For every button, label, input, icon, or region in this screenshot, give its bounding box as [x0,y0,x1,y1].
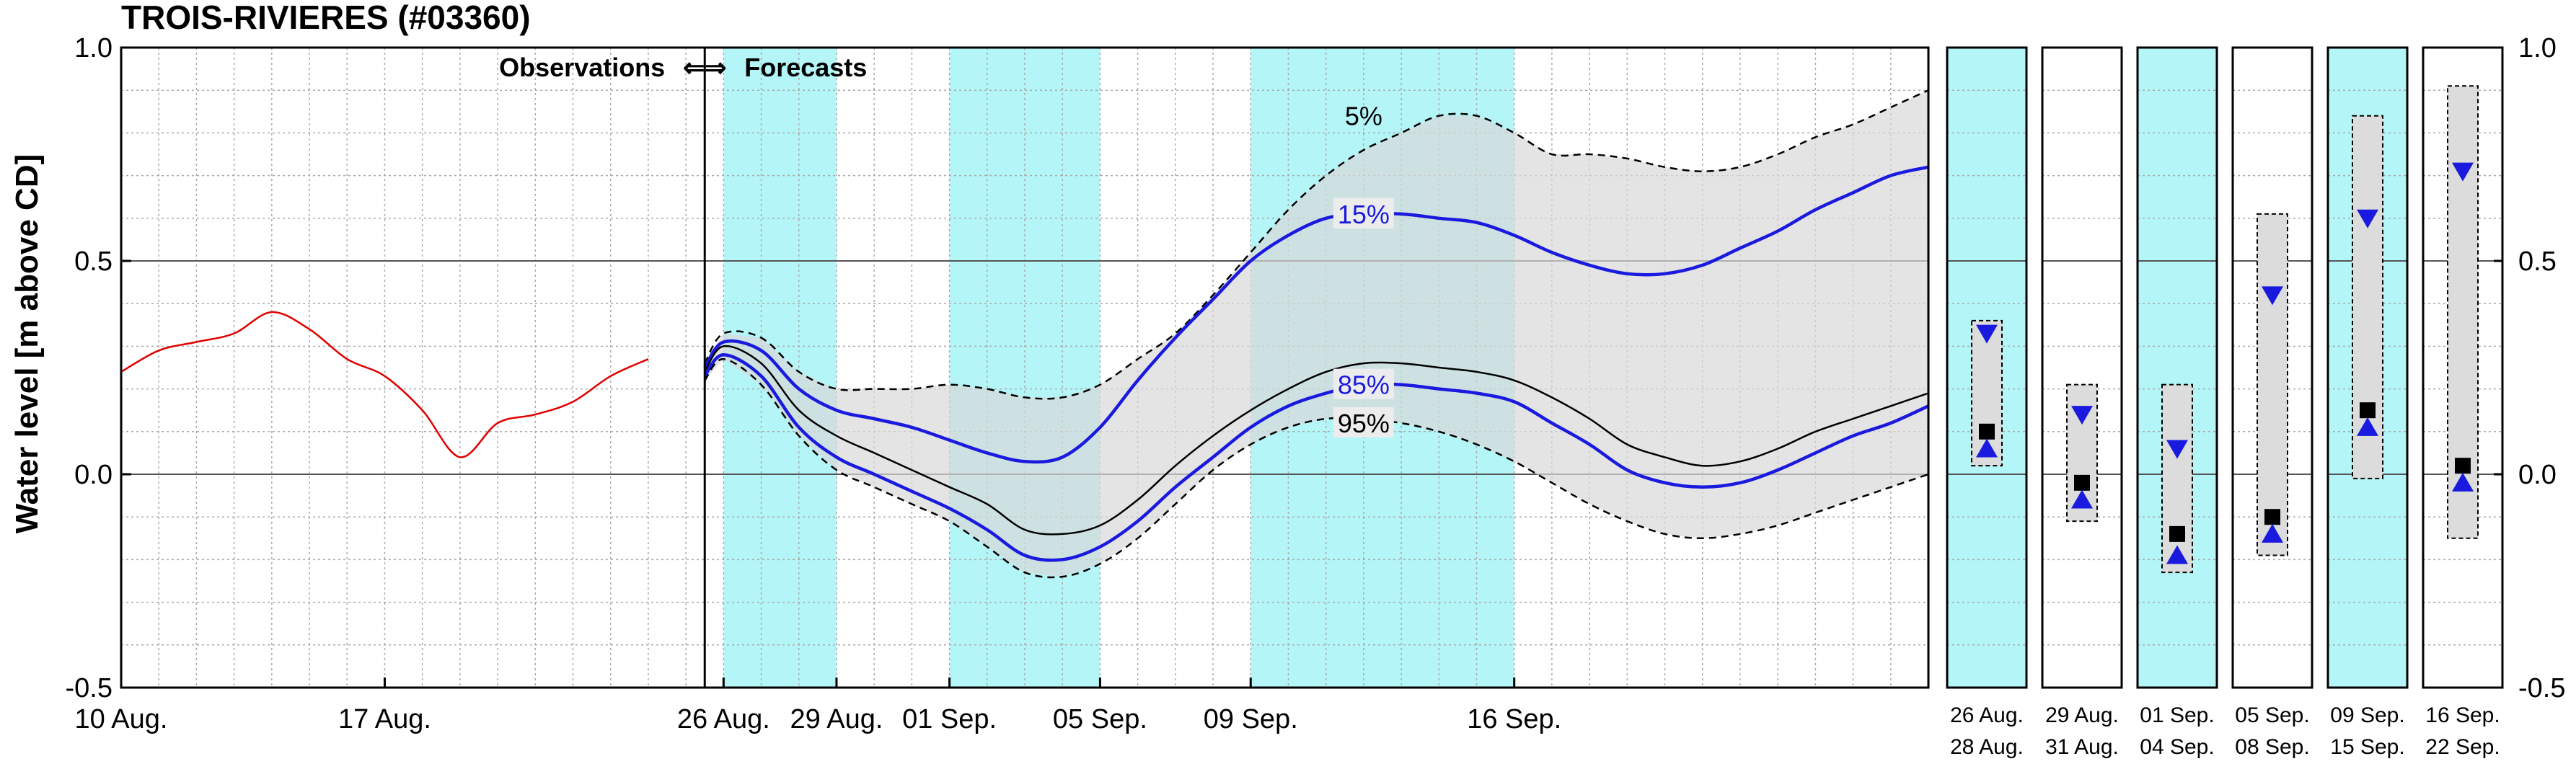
panel-median-marker [1979,423,1995,440]
panel-high-marker [2166,440,2188,459]
series-line-95pct [704,357,1929,579]
weekly-panel: 16 Sep. 22 Sep. [2422,46,2504,759]
weekly-panel-frame [2136,46,2218,689]
weekly-panel: 29 Aug. 31 Aug. [2041,46,2123,759]
y-tick-label-right: 0.0 [2518,460,2557,490]
panel-high-marker [2262,286,2283,306]
weekly-panel-end-date: 28 Aug. [1950,735,2024,759]
panel-median-marker [2169,525,2185,542]
main-plot-frame [120,46,1930,689]
uncertainty-band [705,90,1929,577]
panel-median-marker [2074,474,2090,491]
weekly-panel-start-date: 26 Aug. [1950,703,2024,727]
percentile-label-background [1333,407,1394,437]
y-tick-label-right: -0.5 [2518,673,2565,703]
weekly-panel-background [2042,48,2122,688]
panel-low-marker [2166,545,2188,564]
weekly-panel-background [2138,48,2217,688]
panel-high-marker [2071,406,2093,425]
x-tick-label: 05 Sep. [1053,704,1147,734]
panel-median-marker [2360,402,2376,419]
panel-low-marker [2262,523,2283,543]
panel-low-marker [1976,438,1998,458]
series-line-85pct [703,352,1929,562]
series-line-15pct [703,165,1929,464]
weekly-panel-end-date: 31 Aug. [2045,735,2119,759]
panel-range-box [2161,383,2193,574]
weekly-panel: 01 Sep. 04 Sep. [2136,46,2218,759]
weekly-panel-start-date: 09 Sep. [2330,703,2404,727]
x-tick-label: 10 Aug. [75,704,168,734]
main-plot-background: 5% 15% 85% 95% [120,48,1929,688]
x-tick-label: 09 Sep. [1204,704,1298,734]
panel-median-marker [2455,458,2471,474]
panel-low-marker [2357,417,2378,436]
weekly-panel-start-date: 29 Aug. [2045,703,2119,727]
panel-high-marker [1976,324,1998,344]
weekly-panel-frame [2326,46,2409,689]
weekly-panel-start-date: 16 Sep. [2425,703,2500,727]
panel-range-box [2257,213,2288,556]
y-axis-label: Water level [m above CD] [9,154,45,534]
weekly-panel: 09 Sep. 15 Sep. [2326,46,2409,759]
percentile-label: 5% [1345,102,1382,131]
panel-high-marker [2357,209,2378,228]
weekly-panel-end-date: 08 Sep. [2235,735,2309,759]
weekly-panel-start-date: 01 Sep. [2140,703,2214,727]
panel-low-marker [2452,472,2474,492]
x-tick-label: 17 Aug. [338,704,431,734]
forecasts-label: Forecasts [744,53,867,82]
observations-label: Observations [499,53,665,82]
percentile-label-background [1333,197,1394,228]
weekly-panel-frame [2231,46,2313,689]
weekly-panel-frame [2041,46,2123,689]
y-tick-label: 0.0 [74,460,113,490]
y-tick-label: -0.5 [66,673,113,703]
weekly-panel: 05 Sep. 08 Sep. [2231,46,2313,759]
weekly-panel-start-date: 05 Sep. [2235,703,2309,727]
panel-median-marker [2264,509,2280,525]
percentile-label: 15% [1338,200,1390,229]
x-tick-label: 29 Aug. [790,704,883,734]
percentile-label: 95% [1338,409,1390,438]
y-tick-label: 0.5 [74,246,113,277]
x-tick-label: 01 Sep. [902,704,997,734]
panel-high-marker [2452,162,2474,182]
series-line-median [704,345,1929,536]
weekly-panel-end-date: 22 Sep. [2425,735,2500,759]
weekly-panel-end-date: 15 Sep. [2330,735,2404,759]
y-tick-label: 1.0 [74,33,113,63]
x-tick-label: 16 Sep. [1467,704,1561,734]
observations-forecasts-arrow: ⇐⇒ [683,53,726,82]
weekly-panel-frame [2422,46,2504,689]
y-tick-label-right: 0.5 [2518,246,2557,277]
weekly-panel-frame [1946,46,2028,689]
axes: Observations ⇐⇒ Forecasts 1.0 1.0 0.5 0.5 0.0 0.… [66,33,2566,734]
weekly-panel-end-date: 04 Sep. [2140,735,2214,759]
percentile-label: 85% [1338,370,1390,400]
weekly-summary-panels: 26 Aug. 28 Aug. 29 Aug. 31 Aug. 01 Sep. 04 Se… [1946,46,2504,759]
percentile-label-background [1333,368,1394,399]
panel-low-marker [2071,489,2093,509]
weekly-panel: 26 Aug. 28 Aug. [1946,46,2028,759]
series-line-5pct [704,89,1929,400]
chart-title: TROIS-RIVIERES (#03360) [121,0,531,36]
y-tick-label-right: 1.0 [2518,33,2557,63]
x-tick-label: 26 Aug. [677,704,770,734]
series-line-observations [120,311,649,458]
